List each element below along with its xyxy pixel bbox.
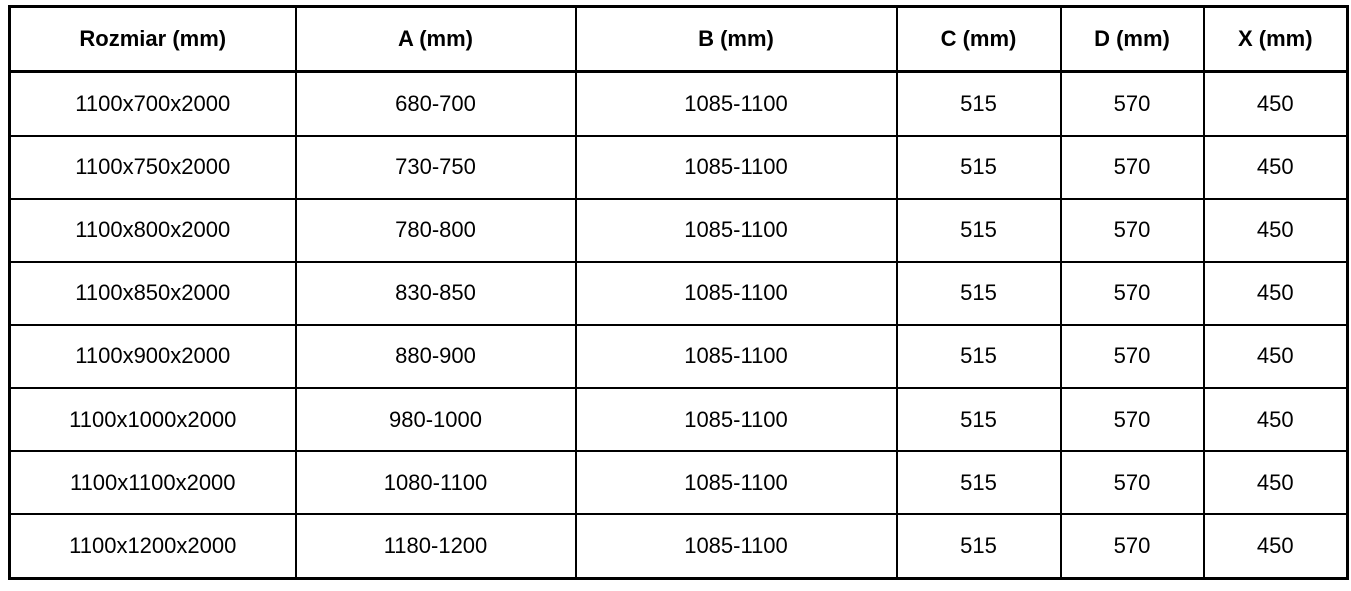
size-table-container: Rozmiar (mm) A (mm) B (mm) C (mm) D (mm)… <box>8 5 1349 580</box>
size-table: Rozmiar (mm) A (mm) B (mm) C (mm) D (mm)… <box>8 5 1349 580</box>
table-cell: 515 <box>895 70 1062 137</box>
table-row: 1100x1000x2000 980-1000 1085-1100 515 57… <box>8 387 1349 453</box>
table-cell: 1100x1200x2000 <box>8 513 297 580</box>
table-cell: 450 <box>1202 450 1349 516</box>
table-cell: 1085-1100 <box>574 197 898 263</box>
table-cell: 680-700 <box>294 70 577 137</box>
table-cell: 570 <box>1059 513 1205 580</box>
table-cell: 1085-1100 <box>574 513 898 580</box>
table-cell: 515 <box>895 134 1062 200</box>
table-cell: 1100x700x2000 <box>8 70 297 137</box>
table-cell: 1080-1100 <box>294 450 577 516</box>
table-cell: 515 <box>895 513 1062 580</box>
table-row: 1100x700x2000 680-700 1085-1100 515 570 … <box>8 70 1349 137</box>
table-cell: 1085-1100 <box>574 387 898 453</box>
column-header-rozmiar: Rozmiar (mm) <box>8 5 297 73</box>
table-cell: 450 <box>1202 260 1349 326</box>
table-cell: 730-750 <box>294 134 577 200</box>
table-cell: 1100x900x2000 <box>8 323 297 390</box>
table-cell: 450 <box>1202 387 1349 453</box>
table-cell: 780-800 <box>294 197 577 263</box>
table-cell: 515 <box>895 450 1062 516</box>
table-cell: 1100x800x2000 <box>8 197 297 263</box>
table-cell: 1100x1100x2000 <box>8 450 297 516</box>
table-cell: 570 <box>1059 70 1205 137</box>
table-cell: 450 <box>1202 197 1349 263</box>
table-cell: 570 <box>1059 197 1205 263</box>
table-row: 1100x900x2000 880-900 1085-1100 515 570 … <box>8 323 1349 390</box>
table-cell: 980-1000 <box>294 387 577 453</box>
table-row: 1100x1100x2000 1080-1100 1085-1100 515 5… <box>8 450 1349 516</box>
table-cell: 880-900 <box>294 323 577 390</box>
table-cell: 450 <box>1202 70 1349 137</box>
column-header-b: B (mm) <box>574 5 898 73</box>
table-cell: 570 <box>1059 387 1205 453</box>
table-cell: 515 <box>895 323 1062 390</box>
table-row: 1100x750x2000 730-750 1085-1100 515 570 … <box>8 134 1349 200</box>
table-cell: 1100x1000x2000 <box>8 387 297 453</box>
table-cell: 515 <box>895 387 1062 453</box>
column-header-d: D (mm) <box>1059 5 1205 73</box>
table-cell: 1085-1100 <box>574 70 898 137</box>
table-row: 1100x1200x2000 1180-1200 1085-1100 515 5… <box>8 513 1349 580</box>
table-row: 1100x800x2000 780-800 1085-1100 515 570 … <box>8 197 1349 263</box>
table-cell: 515 <box>895 260 1062 326</box>
table-cell: 515 <box>895 197 1062 263</box>
table-cell: 450 <box>1202 134 1349 200</box>
table-cell: 570 <box>1059 260 1205 326</box>
column-header-a: A (mm) <box>294 5 577 73</box>
column-header-x: X (mm) <box>1202 5 1349 73</box>
column-header-c: C (mm) <box>895 5 1062 73</box>
table-cell: 1100x750x2000 <box>8 134 297 200</box>
table-row: 1100x850x2000 830-850 1085-1100 515 570 … <box>8 260 1349 326</box>
table-cell: 1085-1100 <box>574 450 898 516</box>
table-cell: 1180-1200 <box>294 513 577 580</box>
table-cell: 1100x850x2000 <box>8 260 297 326</box>
table-cell: 570 <box>1059 323 1205 390</box>
table-cell: 570 <box>1059 134 1205 200</box>
table-cell: 1085-1100 <box>574 134 898 200</box>
table-cell: 1085-1100 <box>574 260 898 326</box>
header-row: Rozmiar (mm) A (mm) B (mm) C (mm) D (mm)… <box>8 5 1349 73</box>
table-cell: 570 <box>1059 450 1205 516</box>
table-cell: 1085-1100 <box>574 323 898 390</box>
table-cell: 830-850 <box>294 260 577 326</box>
table-cell: 450 <box>1202 323 1349 390</box>
table-cell: 450 <box>1202 513 1349 580</box>
